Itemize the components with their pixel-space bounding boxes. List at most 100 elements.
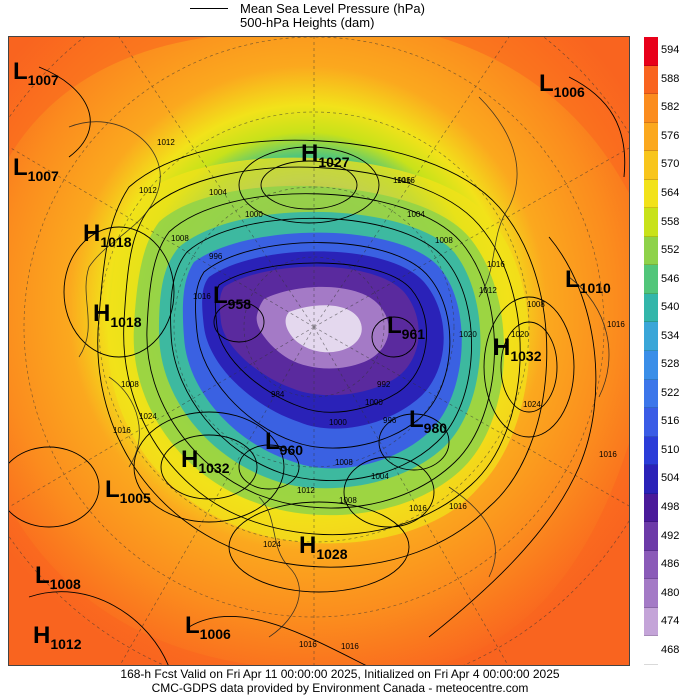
low-system: L1005 bbox=[105, 476, 151, 506]
colorbar-swatch bbox=[644, 351, 658, 380]
coastlines bbox=[68, 96, 610, 638]
colorbar-label: 498 bbox=[661, 501, 680, 513]
forecast-valid-text: 168-h Fcst Valid on Fri Apr 11 00:00:00 … bbox=[120, 667, 560, 681]
forecast-map: L1007 L1007 H1027 L1006 H1018 H1018 L958… bbox=[8, 36, 630, 666]
isobar-label: 1012 bbox=[139, 186, 157, 195]
colorbar-swatch bbox=[644, 208, 658, 237]
low-system: L980 bbox=[409, 406, 447, 436]
legend-label: 500-hPa Heights (dam) bbox=[240, 15, 375, 30]
isobar-labels: 1012 1012 1016 1004 1000 1008 996 1016 1… bbox=[113, 138, 625, 651]
isobar-label: 1012 bbox=[297, 486, 315, 495]
isobar-label: 1000 bbox=[365, 398, 383, 407]
data-credit-text: CMC-GDPS data provided by Environment Ca… bbox=[151, 681, 529, 695]
isobar-label: 1008 bbox=[339, 496, 357, 505]
colorbar-label: 540 bbox=[661, 301, 680, 314]
low-system: L1007 bbox=[13, 58, 59, 88]
isobar-label: 1024 bbox=[263, 540, 281, 549]
colorbar-label: 582 bbox=[661, 101, 680, 114]
low-system: L1006 bbox=[539, 70, 585, 100]
isobar-label: 1008 bbox=[121, 380, 139, 389]
colorbar-label: 516 bbox=[661, 415, 680, 428]
low-system: L1006 bbox=[185, 612, 231, 642]
isobar-label: 1016 bbox=[449, 502, 467, 511]
colorbar-swatch bbox=[644, 65, 658, 95]
colorbar-label: 564 bbox=[661, 187, 680, 199]
isobar-label: 1012 bbox=[479, 286, 497, 295]
colorbar-swatch bbox=[644, 37, 658, 66]
high-system: H1018 bbox=[93, 300, 142, 330]
map-canvas: L1007 L1007 H1027 L1006 H1018 H1018 L958… bbox=[9, 37, 629, 665]
map-footer: 168-h Fcst Valid on Fri Apr 11 00:00:00 … bbox=[0, 667, 680, 695]
isobar-label: 984 bbox=[271, 390, 285, 399]
legend-label: Mean Sea Level Pressure (hPa) bbox=[240, 1, 425, 16]
high-system: H1027 bbox=[301, 140, 350, 170]
low-system: L961 bbox=[387, 312, 425, 342]
height-ring-468 bbox=[285, 305, 362, 353]
isobar-label: 1012 bbox=[157, 138, 175, 147]
isobar-label: 1016 bbox=[397, 176, 415, 185]
colorbar-swatch bbox=[644, 122, 658, 152]
colorbar-label: 594 bbox=[661, 44, 680, 57]
colorbar-swatch bbox=[644, 379, 658, 409]
colorbar-swatch bbox=[644, 322, 658, 351]
low-system: L958 bbox=[213, 282, 251, 312]
isobar-label: 1016 bbox=[409, 504, 427, 513]
colorbar: 594 588 582 576 570 564 558 552 546 540 534 528 522 5… bbox=[644, 37, 680, 665]
isobar-label: 1016 bbox=[341, 642, 359, 651]
colorbar-swatch bbox=[644, 522, 658, 551]
colorbar-label: 492 bbox=[661, 529, 680, 542]
colorbar-swatch bbox=[644, 151, 658, 180]
colorbar-label: 552 bbox=[661, 244, 680, 257]
isobar-label: 992 bbox=[377, 380, 391, 389]
high-system: H1032 bbox=[181, 446, 230, 476]
colorbar-swatch bbox=[644, 493, 658, 523]
colorbar-label: 504 bbox=[661, 472, 680, 485]
isobar-label: 1004 bbox=[407, 210, 425, 219]
warm-corners bbox=[9, 37, 629, 665]
isobar-label: 1008 bbox=[171, 234, 189, 243]
low-system: L960 bbox=[265, 428, 303, 458]
colorbar-label: 468 bbox=[661, 643, 680, 656]
colorbar-swatch bbox=[644, 408, 658, 437]
colorbar-swatch bbox=[644, 607, 658, 637]
colorbar-swatch bbox=[644, 236, 658, 266]
isobar-label: 1016 bbox=[299, 640, 317, 649]
colorbar-label: 486 bbox=[661, 558, 680, 571]
colorbar-label: 570 bbox=[661, 158, 680, 171]
isobar-label: 1016 bbox=[599, 450, 617, 459]
isobar-label: 1016 bbox=[487, 260, 505, 269]
isobar-label: 1004 bbox=[209, 188, 227, 197]
colorbar-swatch bbox=[644, 436, 658, 466]
colorbar-label: 510 bbox=[661, 443, 680, 456]
isobar-label: 1016 bbox=[193, 292, 211, 301]
isobar-label: 1024 bbox=[139, 412, 157, 421]
colorbar-label: 534 bbox=[661, 329, 680, 342]
high-system: H1028 bbox=[299, 532, 348, 562]
isobar-label: 1024 bbox=[523, 400, 541, 409]
high-system: H1032 bbox=[493, 334, 542, 364]
isobar-label: 996 bbox=[383, 416, 397, 425]
isobars bbox=[9, 66, 626, 665]
colorbar-label: 522 bbox=[661, 386, 680, 399]
isobar-label: 996 bbox=[209, 252, 223, 261]
isobar-label: 1000 bbox=[329, 418, 347, 427]
colorbar-swatch bbox=[644, 293, 658, 323]
low-system: L1007 bbox=[13, 154, 59, 184]
colorbar-label: 480 bbox=[661, 586, 680, 599]
isobar-label: 1016 bbox=[113, 426, 131, 435]
colorbar-swatch bbox=[644, 179, 658, 209]
low-system: L1008 bbox=[35, 562, 81, 592]
isobar-label: 1016 bbox=[607, 320, 625, 329]
colorbar-label: 546 bbox=[661, 272, 680, 285]
colorbar-label: 576 bbox=[661, 129, 680, 142]
colorbar-label: 588 bbox=[661, 72, 680, 85]
high-system: H1012 bbox=[33, 622, 82, 652]
isobar-label: 1000 bbox=[245, 210, 263, 219]
pressure-systems: L1007 L1007 H1027 L1006 H1018 H1018 L958… bbox=[13, 58, 611, 652]
isobar-label: 1016 bbox=[393, 176, 411, 185]
chart-legend: Mean Sea Level Pressure (hPa) 500-hPa He… bbox=[190, 0, 490, 30]
legend-line-swatch bbox=[190, 8, 228, 9]
isobar-label: 1020 bbox=[511, 330, 529, 339]
colorbar-swatch bbox=[644, 265, 658, 294]
colorbar-swatch bbox=[644, 94, 658, 123]
